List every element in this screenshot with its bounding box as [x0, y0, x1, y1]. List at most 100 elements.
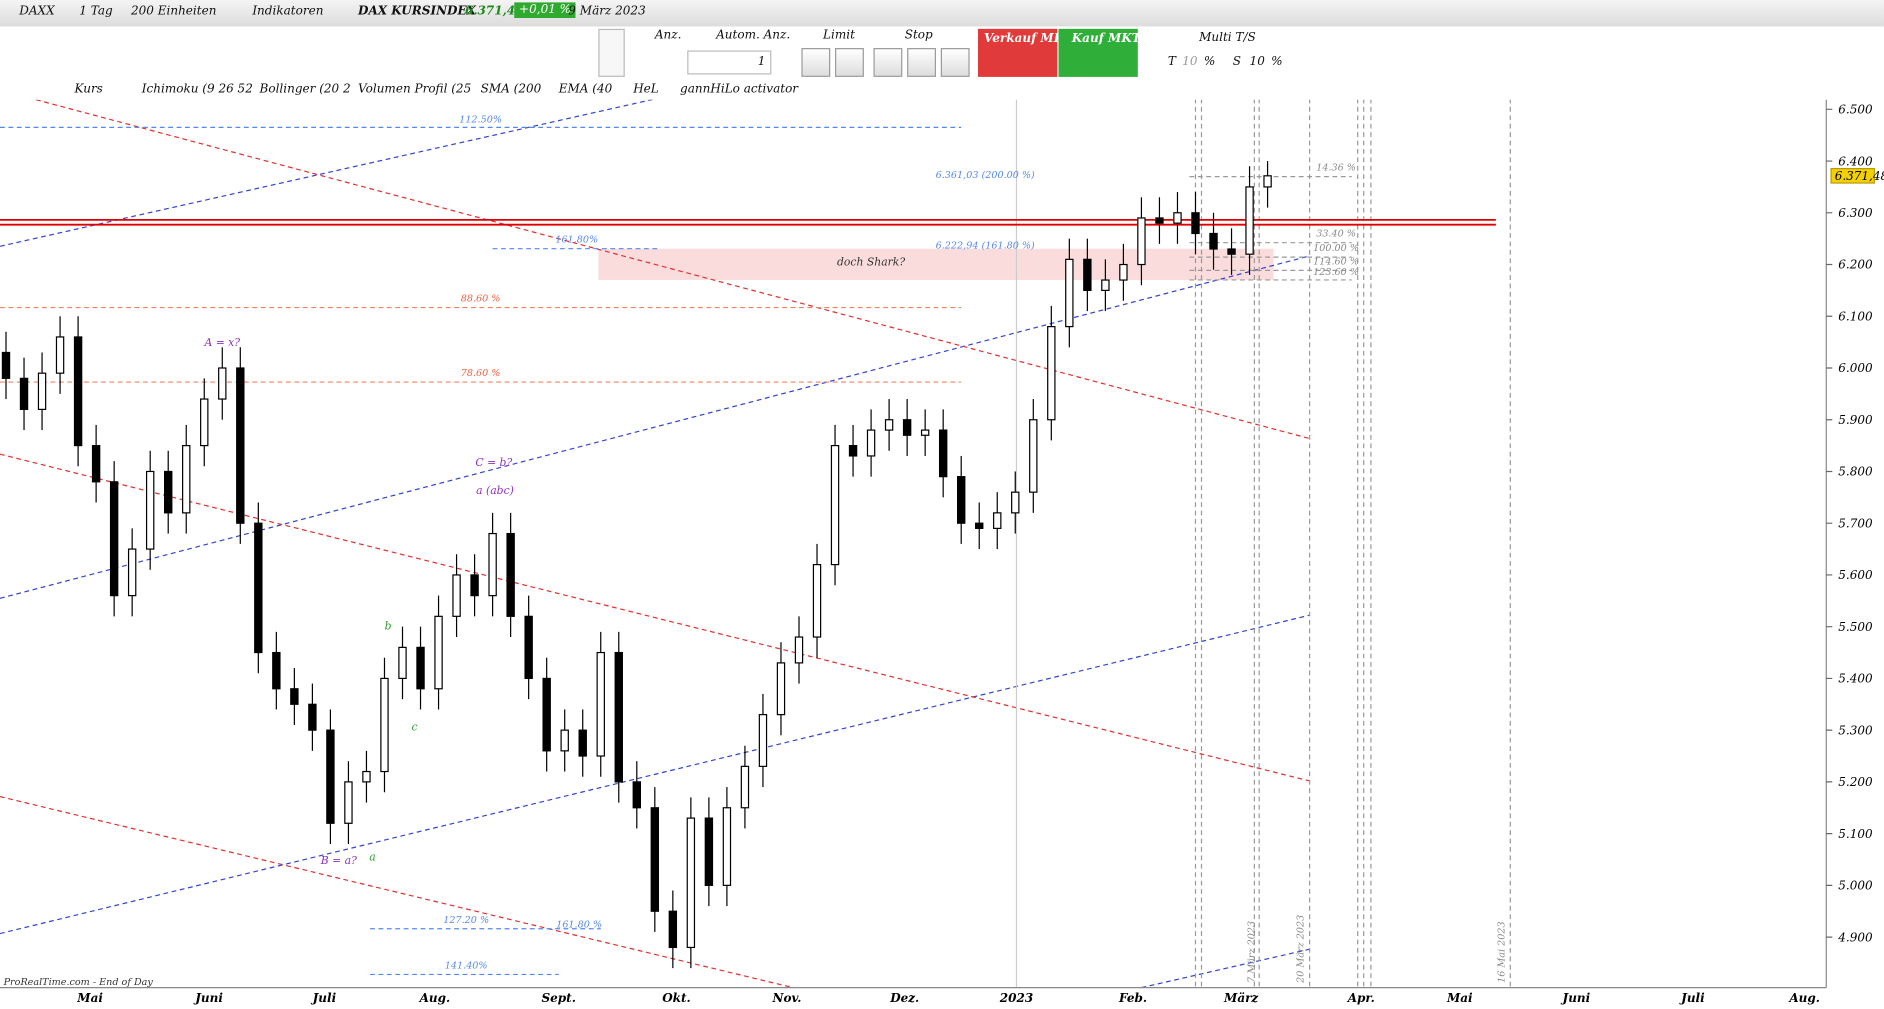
candle-body [993, 512, 1002, 529]
x-tick-label: Okt. [662, 991, 691, 1005]
y-tick-label: 6.100 [1838, 309, 1873, 323]
candle-body [434, 615, 443, 690]
sell-label: Verkauf MKT [984, 32, 1074, 46]
zone [598, 248, 1274, 280]
order-panel: Anz. Autom. Anz. 1 Limit Stop Verkauf MK… [0, 26, 1884, 81]
fib-label: 123.60 % [1313, 267, 1359, 278]
x-tick-label: Juni [1561, 991, 1591, 1005]
candle-body [1, 351, 11, 379]
stop-sell[interactable] [907, 48, 936, 77]
candle-body [1101, 279, 1110, 291]
candle-body [1119, 263, 1128, 281]
candle-body [920, 429, 930, 436]
candle-body [975, 522, 984, 529]
fib-label: 114.60 % [1313, 256, 1359, 267]
candle-body [1245, 186, 1254, 255]
limit-buy[interactable] [801, 48, 831, 77]
units[interactable]: 200 Einheiten [130, 4, 217, 19]
indicator[interactable]: Kurs [74, 82, 103, 97]
stop-other[interactable] [940, 48, 970, 77]
fib-label: 88.60 % [461, 294, 501, 305]
fib-label: 161.80% [555, 235, 598, 246]
x-tick-label: Mai [1446, 991, 1473, 1005]
date: 9 März 2023 [568, 4, 646, 19]
candle-body [1155, 217, 1164, 224]
trendline [0, 614, 1310, 935]
candle-body [55, 336, 65, 374]
fib-label: 100.00 % [1313, 243, 1359, 254]
s-label: S [1232, 55, 1241, 69]
qty-input[interactable]: 1 [687, 50, 772, 75]
indicator[interactable]: EMA (40 [558, 82, 613, 97]
stop: Stop [904, 28, 933, 43]
annotation: c [411, 721, 417, 734]
candle-body [884, 419, 894, 431]
s-value[interactable]: 10 [1249, 55, 1265, 69]
indicator[interactable]: gannHiLo activator [680, 82, 799, 97]
x-tick-label: Feb. [1118, 991, 1147, 1005]
candle-body [722, 807, 732, 886]
indicator[interactable]: Ichimoku (9 26 52 [141, 82, 253, 97]
buy-label: Kauf MKT [1071, 32, 1141, 46]
annotation: doch Shark? [837, 256, 905, 269]
candle-body [308, 703, 317, 731]
candle-body [272, 651, 281, 690]
instrument: DAX KURSINDEX [358, 4, 476, 19]
candle-body [470, 574, 479, 597]
qty-label: Anz. [654, 28, 682, 43]
last-price-label: 6.371,48 [1835, 169, 1884, 183]
t-label: T [1167, 55, 1176, 69]
date-marker: 7 März 2023 [1246, 921, 1257, 983]
indicator-bar: Kurs Ichimoku (9 26 52 Bollinger (20 2 Volu… [0, 81, 798, 100]
trendline [0, 255, 1310, 599]
fib-label: 161.80 % [556, 920, 602, 931]
x-tick-label: Apr. [1347, 991, 1375, 1005]
annotation: B = a? [320, 854, 357, 867]
trendline [1141, 948, 1310, 989]
candle-body [1191, 212, 1200, 235]
indicator[interactable]: SMA (200 [480, 82, 542, 97]
y-tick-label: 5.100 [1838, 827, 1873, 841]
candle-body [109, 481, 119, 597]
y-tick-label: 5.400 [1838, 672, 1873, 686]
candle-body [218, 367, 227, 400]
candle-body [380, 677, 389, 773]
candle-body [848, 445, 858, 457]
trendline [0, 99, 655, 247]
indicator[interactable]: Bollinger (20 2 [259, 82, 351, 97]
x-tick-label: Aug. [1788, 991, 1820, 1005]
stop-buy[interactable] [873, 48, 903, 77]
candle-body [614, 651, 623, 783]
period[interactable]: 1 Tag [79, 4, 113, 19]
fib-label: 6.361,03 (200.00 %) [936, 170, 1035, 181]
fib-label: 127.20 % [443, 915, 489, 926]
limit-sell[interactable] [835, 48, 864, 77]
indicator[interactable]: HeL [633, 82, 659, 97]
candle-body [164, 470, 173, 514]
candle-body [1047, 326, 1056, 421]
y-tick-label: 5.300 [1838, 723, 1873, 737]
candle-body [776, 662, 786, 716]
indicators[interactable]: Indikatoren [252, 4, 324, 19]
candle-body [182, 445, 191, 514]
buy-button[interactable]: Kauf MKT [1058, 28, 1141, 77]
candle-body [632, 781, 642, 809]
symbol[interactable]: DAXX [19, 4, 55, 19]
candle-body [290, 688, 299, 705]
tools[interactable] [598, 28, 625, 77]
y-tick-label: 5.600 [1838, 568, 1873, 582]
y-tick-label: 5.900 [1838, 413, 1873, 427]
y-tick-label: 6.300 [1838, 206, 1873, 220]
multi[interactable]: Multi T/S [1199, 31, 1256, 45]
sell-button[interactable]: Verkauf MKT [978, 28, 1073, 77]
y-tick-label: 5.800 [1838, 465, 1873, 479]
y-tick-label: 4.900 [1837, 930, 1873, 944]
footer: ProRealTime.com - End of Day [3, 977, 154, 988]
candle-body [1011, 491, 1020, 514]
auto-qty[interactable]: Autom. Anz. [716, 28, 791, 43]
t-value[interactable]: 10 [1182, 55, 1198, 69]
fib-label: 33.40 % [1316, 229, 1356, 240]
indicator[interactable]: Volumen Profil (25 [358, 82, 472, 97]
x-tick-label: Sept. [541, 991, 575, 1005]
